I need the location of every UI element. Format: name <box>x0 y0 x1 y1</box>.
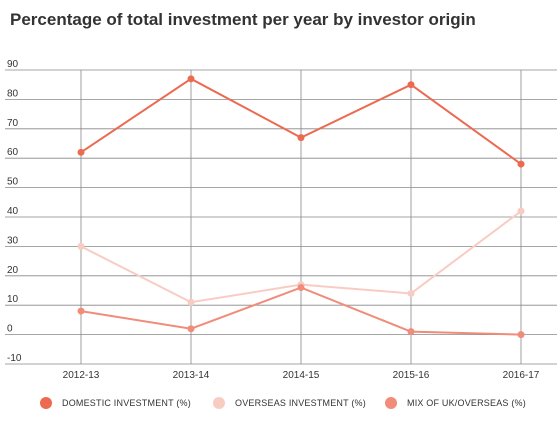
legend-item-mix[interactable]: MIX OF UK/OVERSEAS (%) <box>385 397 526 409</box>
data-point <box>77 148 85 156</box>
data-point <box>517 207 525 215</box>
y-tick-label: 80 <box>7 88 19 99</box>
data-point <box>187 325 195 333</box>
data-point <box>187 75 195 83</box>
data-point <box>407 328 415 336</box>
legend: DOMESTIC INVESTMENT (%) OVERSEAS INVESTM… <box>0 397 560 417</box>
chart-title: Percentage of total investment per year … <box>10 10 476 29</box>
y-tick-label: 0 <box>7 324 13 335</box>
data-point <box>297 284 305 292</box>
legend-item-domestic[interactable]: DOMESTIC INVESTMENT (%) <box>40 397 191 409</box>
y-tick-label: 60 <box>7 147 19 158</box>
y-tick-label: 40 <box>7 206 19 217</box>
x-tick-label: 2016-17 <box>503 370 540 381</box>
y-tick-label: 20 <box>7 265 19 276</box>
legend-swatch-overseas <box>213 397 225 409</box>
data-point <box>77 307 85 315</box>
legend-swatch-mix <box>385 397 397 409</box>
data-point <box>517 331 525 339</box>
x-tick-label: 2012-13 <box>63 370 100 381</box>
legend-label-overseas: OVERSEAS INVESTMENT (%) <box>235 398 366 408</box>
x-tick-label: 2014-15 <box>283 370 320 381</box>
x-tick-label: 2013-14 <box>173 370 210 381</box>
legend-swatch-domestic <box>40 397 52 409</box>
y-tick-label: 30 <box>7 235 19 246</box>
y-tick-label: -10 <box>7 353 22 364</box>
legend-item-overseas[interactable]: OVERSEAS INVESTMENT (%) <box>213 397 366 409</box>
data-point <box>297 134 305 142</box>
y-tick-label: 50 <box>7 177 19 188</box>
legend-label-mix: MIX OF UK/OVERSEAS (%) <box>407 398 526 408</box>
legend-label-domestic: DOMESTIC INVESTMENT (%) <box>62 398 191 408</box>
y-tick-label: 10 <box>7 294 19 305</box>
y-tick-label: 90 <box>7 59 19 70</box>
x-tick-label: 2015-16 <box>393 370 430 381</box>
data-point <box>407 289 415 297</box>
data-point <box>517 160 525 168</box>
data-point <box>77 242 85 250</box>
y-tick-label: 70 <box>7 118 19 129</box>
data-point <box>187 298 195 306</box>
data-point <box>407 81 415 89</box>
